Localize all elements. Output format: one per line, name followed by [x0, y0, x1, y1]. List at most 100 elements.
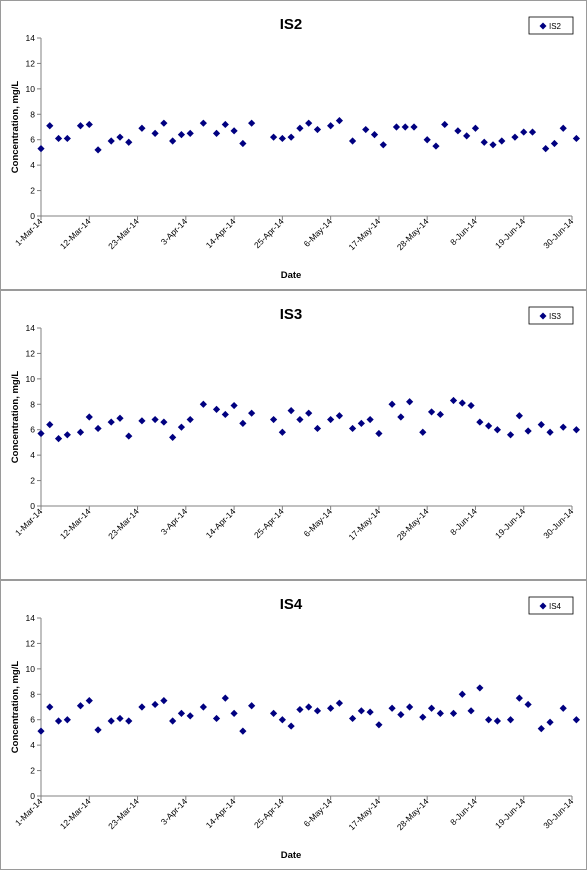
data-points — [37, 117, 580, 154]
data-point — [537, 421, 545, 429]
data-point — [406, 703, 414, 711]
data-point — [458, 399, 466, 407]
legend-box — [528, 596, 574, 615]
data-point — [76, 428, 85, 436]
y-tick-label: 8 — [30, 109, 35, 119]
x-tick-label: 3-Apr-14 — [159, 506, 190, 537]
data-point — [169, 137, 177, 145]
data-point — [239, 419, 247, 427]
y-tick-label: 4 — [30, 160, 35, 170]
chart-title: IS3 — [280, 306, 303, 323]
data-point — [107, 717, 115, 725]
data-point — [287, 407, 295, 415]
x-tick-label: 3-Apr-14 — [159, 216, 190, 247]
data-point — [199, 119, 207, 127]
x-tick-label: 23-Mar-14 — [106, 506, 141, 541]
data-point — [449, 709, 458, 717]
x-tick-label: 8-Jun-14 — [448, 506, 479, 537]
data-point — [116, 714, 124, 723]
x-axis-label: Date — [281, 270, 302, 281]
data-point — [186, 415, 194, 424]
data-point — [335, 117, 344, 125]
chart-panel-is3: IS3 IS3 Concentration, mg/L 0 2 4 6 8 10 12 14 1… — [0, 290, 587, 580]
data-point — [485, 422, 493, 430]
data-point — [327, 415, 335, 424]
x-tick-label: 6-May-14 — [302, 216, 335, 249]
data-point — [296, 705, 304, 714]
legend-box — [528, 16, 574, 35]
data-point — [160, 697, 168, 705]
data-point — [76, 702, 85, 710]
y-tick-label: 0 — [30, 791, 35, 801]
data-point — [476, 684, 484, 692]
y-tick-label: 14 — [26, 613, 36, 623]
x-tick-label: 14-Apr-14 — [204, 216, 238, 250]
data-point — [138, 417, 146, 425]
y-tick-label: 6 — [30, 715, 35, 725]
data-point — [107, 418, 115, 426]
legend: IS2 — [528, 16, 574, 35]
data-point — [94, 424, 102, 433]
data-point — [116, 414, 124, 422]
legend-label: IS3 — [549, 312, 562, 321]
x-tick-label: 1-Mar-14 — [13, 506, 45, 538]
x-tick-label: 14-Apr-14 — [204, 506, 238, 540]
data-point — [366, 708, 374, 716]
y-tick-label: 14 — [26, 323, 36, 333]
data-point — [169, 433, 177, 441]
data-point — [366, 415, 374, 424]
data-point — [186, 129, 194, 137]
data-point — [524, 427, 532, 435]
y-tick-label: 6 — [30, 425, 35, 435]
data-point — [94, 146, 102, 154]
y-tick-label: 4 — [30, 740, 35, 750]
data-point — [388, 704, 396, 712]
data-point — [212, 129, 221, 137]
data-point — [546, 718, 554, 726]
data-point — [559, 704, 567, 712]
data-point — [476, 418, 484, 426]
data-point — [542, 145, 550, 153]
axes — [40, 328, 572, 507]
x-tick-label: 17-May-14 — [347, 216, 383, 252]
data-point — [46, 122, 54, 130]
data-point — [335, 699, 344, 707]
data-point — [550, 139, 559, 148]
data-point — [76, 122, 85, 130]
data-point — [357, 419, 365, 427]
x-tick-label: 19-Jun-14 — [493, 796, 527, 830]
data-point — [116, 133, 124, 141]
data-point — [94, 726, 102, 734]
data-point — [199, 703, 207, 711]
data-point — [160, 418, 168, 426]
y-axis-label: Concentration, mg/L — [10, 661, 21, 754]
data-point — [546, 428, 554, 436]
x-tick-label: 30-Jun-14 — [541, 506, 575, 540]
data-point — [370, 131, 379, 139]
data-point — [463, 132, 471, 140]
y-tick-label: 8 — [30, 399, 35, 409]
x-tick-label: 8-Jun-14 — [448, 796, 479, 827]
x-tick-label: 12-Mar-14 — [58, 216, 93, 251]
data-point — [458, 690, 466, 698]
x-tick-label: 19-Jun-14 — [493, 506, 527, 540]
data-point — [423, 136, 431, 144]
chart-panel-is2: IS2 IS2 Date Concentration, mg/L 0 2 4 6 8 10… — [0, 0, 587, 290]
y-tick-label: 0 — [30, 501, 35, 511]
data-point — [305, 703, 313, 711]
data-point — [313, 707, 322, 715]
data-point — [85, 120, 93, 129]
data-point — [221, 120, 229, 129]
data-point — [138, 124, 146, 132]
y-axis-label: Concentration, mg/L — [10, 81, 21, 174]
x-tick-label: 1-Mar-14 — [13, 796, 45, 828]
data-point — [419, 713, 427, 721]
data-point — [520, 128, 528, 136]
data-point — [362, 125, 370, 134]
y-tick-label: 12 — [26, 638, 36, 648]
x-tick-label: 23-Mar-14 — [106, 216, 141, 251]
data-point — [419, 428, 427, 436]
data-point — [524, 700, 532, 709]
data-point — [493, 426, 501, 434]
x-tick-label: 17-May-14 — [347, 796, 383, 832]
